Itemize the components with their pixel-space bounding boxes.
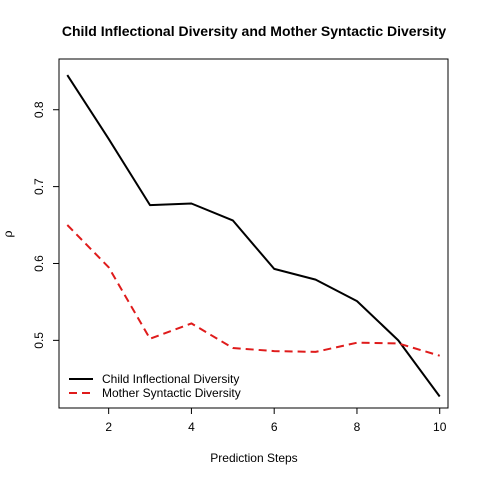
y-tick-label-0.8: 0.8 [32, 101, 46, 118]
legend-label-2: Mother Syntactic Diversity [102, 386, 241, 400]
y-axis: 0.5 0.6 0.7 0.8 [32, 101, 59, 349]
series-line-1 [66, 74, 441, 398]
y-axis-label: ρ [1, 230, 15, 237]
chart-title: Child Inflectional Diversity and Mother … [62, 23, 447, 39]
plot-frame [58, 58, 449, 409]
y-tick-label-0.5: 0.5 [32, 332, 46, 349]
series-line-2 [66, 224, 440, 357]
x-axis-label: Prediction Steps [210, 451, 297, 465]
x-tick-label-8: 8 [354, 420, 361, 434]
legend-label-1: Child Inflectional Diversity [102, 372, 239, 386]
x-tick-label-10: 10 [433, 420, 447, 434]
x-tick-label-6: 6 [271, 420, 278, 434]
y-tick-label-0.7: 0.7 [32, 178, 46, 195]
y-tick-label-0.6: 0.6 [32, 255, 46, 272]
x-tick-label-2: 2 [105, 420, 112, 434]
x-axis: 2 4 6 8 10 [105, 408, 447, 434]
x-tick-label-4: 4 [188, 420, 195, 434]
series-layer [66, 74, 441, 398]
